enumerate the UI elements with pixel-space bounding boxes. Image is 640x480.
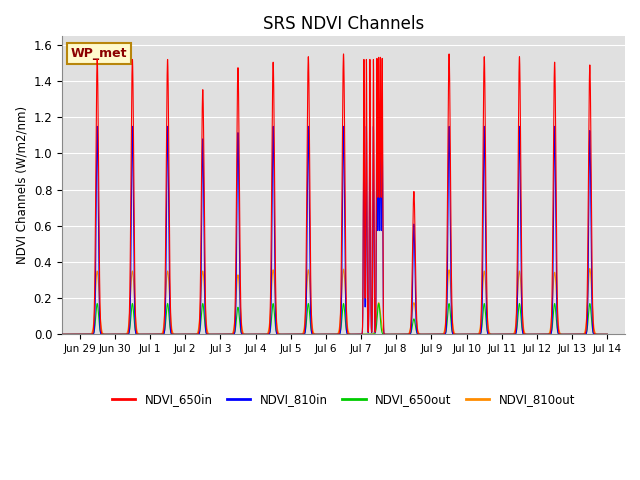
Legend: NDVI_650in, NDVI_810in, NDVI_650out, NDVI_810out: NDVI_650in, NDVI_810in, NDVI_650out, NDV… xyxy=(107,388,580,410)
Y-axis label: NDVI Channels (W/m2/nm): NDVI Channels (W/m2/nm) xyxy=(15,106,28,264)
Title: SRS NDVI Channels: SRS NDVI Channels xyxy=(263,15,424,33)
Text: WP_met: WP_met xyxy=(70,47,127,60)
